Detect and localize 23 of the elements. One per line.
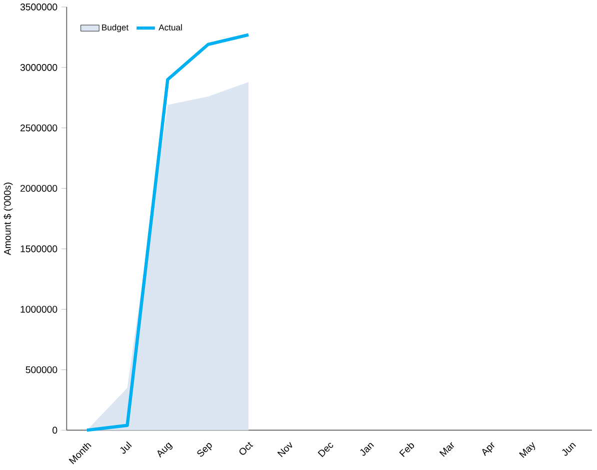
x-tick-label: Jun bbox=[562, 443, 576, 456]
y-tick-label: 1000000 bbox=[20, 306, 58, 313]
x-tick-label: Nov bbox=[277, 442, 292, 458]
x-tick-label: Feb bbox=[399, 443, 414, 458]
x-tick-label: Apr bbox=[482, 442, 494, 456]
y-tick-label: 0 bbox=[52, 426, 58, 434]
x-tick-label: Jan bbox=[360, 443, 374, 456]
x-tick-label: Mar bbox=[439, 442, 454, 457]
x-tick-label: Sep bbox=[197, 443, 212, 457]
y-tick-label: 2500000 bbox=[20, 124, 58, 132]
y-tick-label: 2000000 bbox=[20, 185, 58, 192]
x-tick-label: Oct bbox=[239, 442, 254, 455]
y-tick-label: 3500000 bbox=[20, 4, 58, 10]
x-tick-label: Dec bbox=[318, 442, 334, 458]
y-axis-title: Amount $ ('000s) bbox=[4, 182, 13, 256]
y-tick-label: 500000 bbox=[26, 366, 58, 374]
legend-label: Budget bbox=[102, 24, 129, 32]
x-tick-label: Jul bbox=[120, 441, 132, 454]
y-tick-label: 3000000 bbox=[20, 64, 58, 71]
y-tick-label: 1500000 bbox=[20, 245, 58, 252]
x-tick-label: May bbox=[519, 442, 536, 458]
legend-label: Actual bbox=[158, 24, 182, 31]
x-tick-label: Aug bbox=[158, 442, 173, 458]
